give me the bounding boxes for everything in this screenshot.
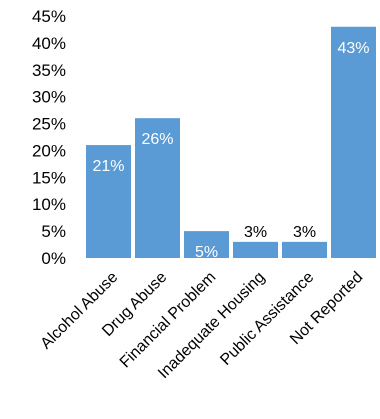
category-label: Public Assistance: [217, 269, 317, 369]
category-label: Alcohol Abuse: [38, 269, 122, 353]
y-tick-label: 10%: [32, 195, 66, 214]
y-tick-label: 45%: [32, 7, 66, 26]
bar: [86, 145, 131, 258]
y-tick-label: 20%: [32, 141, 66, 160]
bars: [86, 26, 376, 259]
y-tick-label: 5%: [41, 222, 66, 241]
bar: [282, 241, 327, 258]
data-label: 43%: [337, 40, 369, 57]
y-tick-label: 25%: [32, 115, 66, 134]
data-label: 21%: [92, 158, 124, 175]
y-tick-label: 30%: [32, 88, 66, 107]
y-tick-label: 0%: [41, 249, 66, 268]
data-labels: 21% 26% 5% 3% 3% 43%: [92, 40, 369, 261]
bar: [233, 241, 278, 258]
data-label: 3%: [293, 224, 316, 241]
y-tick-label: 40%: [32, 34, 66, 53]
y-axis: 0% 5% 10% 15% 20% 25% 30% 35% 40% 45%: [32, 7, 66, 268]
data-label: 5%: [195, 244, 218, 261]
data-label: 3%: [244, 224, 267, 241]
bar: [135, 118, 180, 258]
bar: [331, 26, 376, 259]
bar: [184, 231, 229, 258]
y-tick-label: 35%: [32, 61, 66, 80]
data-label: 26%: [141, 131, 173, 148]
y-tick-label: 15%: [32, 168, 66, 187]
